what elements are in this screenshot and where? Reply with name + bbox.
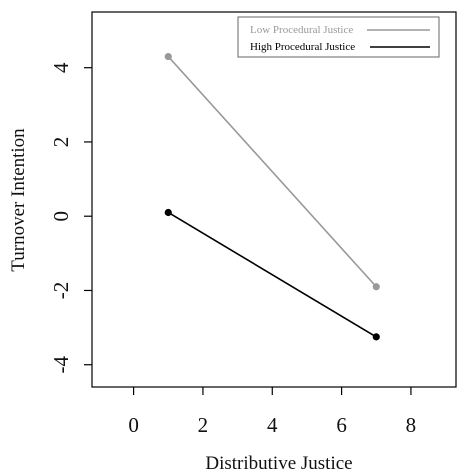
series-line-1: [167, 211, 377, 338]
legend-label-low: Low Procedural Justice: [250, 24, 353, 36]
y-tick-label: -4: [49, 355, 73, 373]
legend-label-high: High Procedural Justice: [250, 41, 355, 53]
data-point: [164, 208, 172, 217]
y-tick-label: 0: [49, 211, 73, 222]
legend: Low Procedural Justice High Procedural J…: [237, 16, 440, 58]
x-axis: 0 2 4 6 8: [128, 387, 416, 437]
series-group: [164, 52, 380, 341]
y-tick-label: -2: [49, 282, 73, 300]
series-line-0: [167, 56, 377, 288]
x-tick-label: 2: [198, 413, 209, 437]
legend-box: [237, 16, 440, 58]
data-point: [372, 333, 380, 341]
y-tick-label: 2: [49, 137, 73, 148]
x-tick-label: 8: [406, 413, 417, 437]
data-point: [164, 52, 172, 61]
x-tick-label: 0: [128, 413, 139, 437]
y-tick-label: 4: [49, 62, 73, 73]
data-point: [372, 283, 380, 291]
x-axis-label: Distributive Justice: [205, 453, 352, 474]
plot-frame: [91, 11, 457, 388]
x-tick-label: 6: [336, 413, 347, 437]
y-axis: 4 2 0 -2 -4: [49, 62, 92, 373]
y-axis-label: Turnover Intention: [8, 128, 29, 272]
x-tick-label: 4: [267, 413, 278, 437]
